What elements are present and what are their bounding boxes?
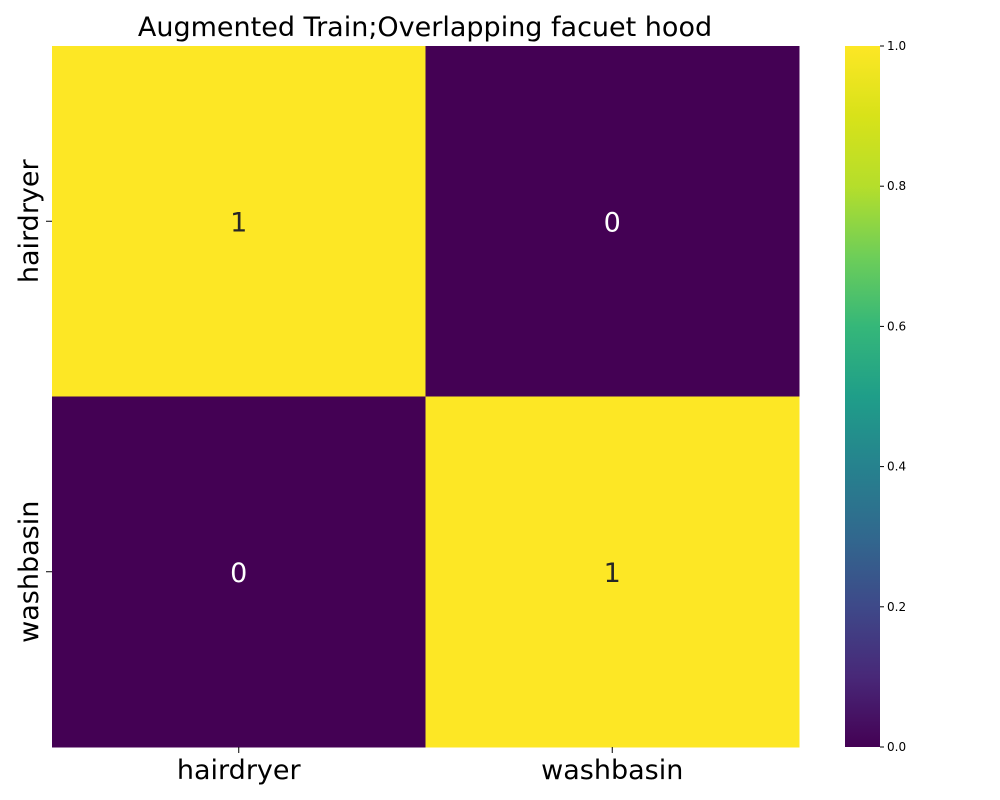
y-tick-label: washbasin <box>14 501 45 643</box>
x-tick-label: washbasin <box>541 755 683 786</box>
chart-title: Augmented Train;Overlapping facuet hood <box>138 12 712 43</box>
cell-annotation: 1 <box>230 207 247 238</box>
cell-annotation: 1 <box>604 558 621 589</box>
colorbar-tick-label: 0.4 <box>887 460 906 474</box>
y-axis: hairdryer washbasin <box>14 158 52 643</box>
colorbar-tick-label: 1.0 <box>887 39 906 53</box>
heatmap-annotations: 1 0 0 1 <box>230 207 621 589</box>
heatmap-cell-hairdryer-hairdryer <box>52 46 426 397</box>
colorbar <box>845 46 880 747</box>
colorbar-gradient <box>845 46 880 747</box>
heatmap-cell-washbasin-hairdryer <box>52 396 426 748</box>
x-tick-label: hairdryer <box>177 755 302 786</box>
cell-annotation: 0 <box>230 558 247 589</box>
colorbar-ticks: 0.0 0.2 0.4 0.6 0.8 1.0 <box>880 39 906 754</box>
cell-annotation: 0 <box>604 207 621 238</box>
colorbar-tick-label: 0.2 <box>887 600 906 614</box>
colorbar-tick-label: 0.0 <box>887 740 906 754</box>
heatmap-cells <box>52 46 800 748</box>
heatmap-cell-hairdryer-washbasin <box>425 46 800 397</box>
y-tick-label: hairdryer <box>14 158 45 283</box>
colorbar-tick-label: 0.6 <box>887 319 906 333</box>
x-axis: hairdryer washbasin <box>177 747 683 786</box>
heatmap-cell-washbasin-washbasin <box>425 396 800 748</box>
colorbar-tick-label: 0.8 <box>887 179 906 193</box>
